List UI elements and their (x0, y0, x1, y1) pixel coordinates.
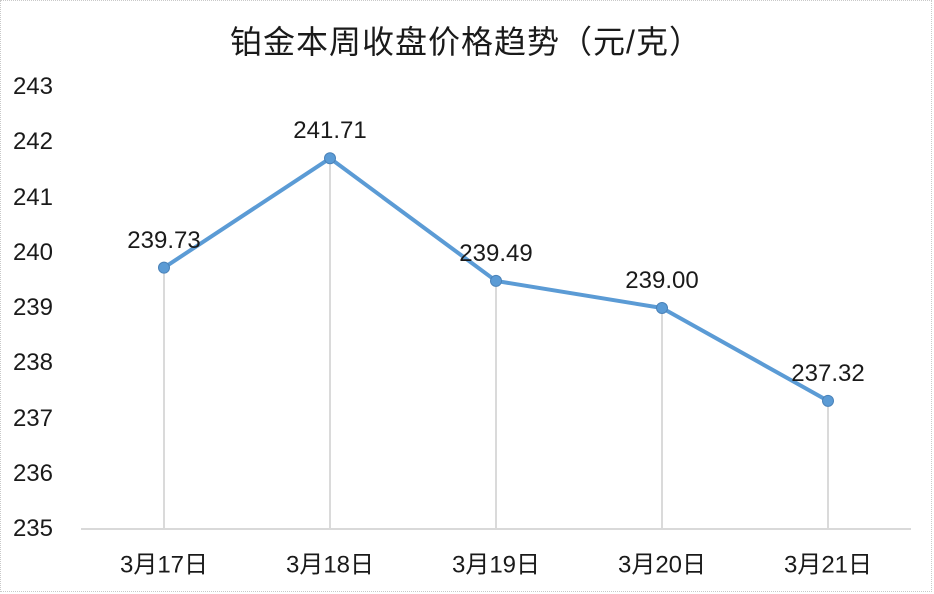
x-tick-label: 3月20日 (617, 551, 707, 579)
series-markers-group (158, 152, 834, 407)
y-tick-label: 240 (12, 238, 53, 266)
y-tick-label: 238 (12, 349, 53, 377)
data-point-label: 239.73 (127, 226, 201, 254)
data-point-label: 237.32 (791, 359, 865, 387)
data-point-label: 239.00 (625, 267, 699, 294)
x-tick-label: 3月19日 (451, 551, 541, 579)
y-tick-label: 239 (12, 294, 53, 321)
y-tick-label: 242 (12, 128, 53, 156)
y-tick-label: 236 (12, 459, 53, 487)
y-tick-label: 243 (12, 73, 53, 100)
y-tick-label: 241 (12, 183, 53, 211)
drop-lines-group (163, 158, 829, 529)
y-tick-label: 237 (12, 404, 53, 432)
x-tick-label: 3月18日 (285, 551, 375, 579)
x-tick-label: 3月21日 (783, 551, 873, 579)
chart-title: 铂金本周收盘价格趋势（元/克） (230, 24, 702, 60)
data-point-marker (822, 394, 834, 407)
data-point-marker (656, 302, 668, 314)
data-point-label: 241.71 (293, 117, 367, 145)
data-point-marker (490, 274, 502, 287)
data-point-marker (324, 152, 336, 165)
data-point-label: 239.49 (459, 239, 533, 267)
x-tick-label: 3月17日 (119, 551, 209, 579)
data-point-marker (158, 261, 170, 274)
y-tick-label: 235 (12, 515, 53, 542)
